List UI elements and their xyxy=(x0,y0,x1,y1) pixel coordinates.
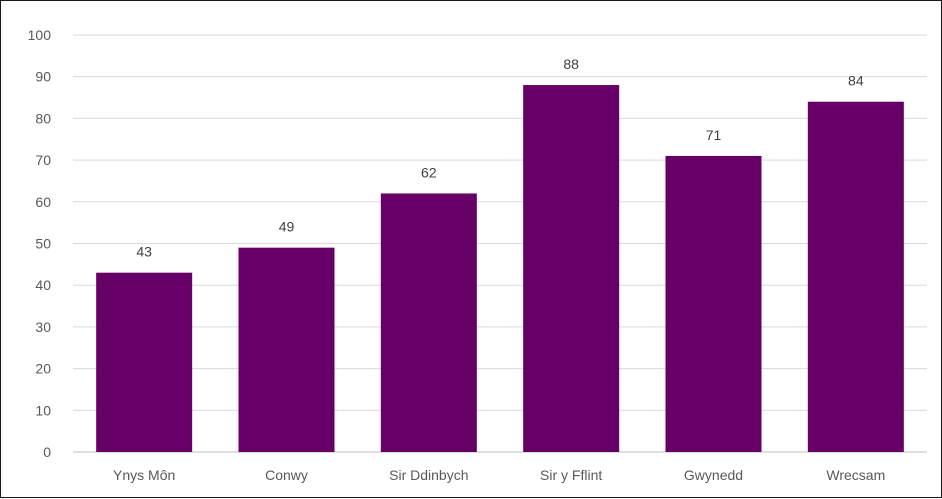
bar xyxy=(96,272,193,452)
data-labels: 43 49 62 88 71 84 xyxy=(136,56,863,260)
x-tick-label: Wrecsam xyxy=(826,467,885,483)
data-label: 43 xyxy=(136,244,152,260)
y-tick-label: 10 xyxy=(35,402,51,418)
y-tick-label: 60 xyxy=(35,194,51,210)
y-tick-label: 70 xyxy=(35,152,51,168)
y-tick-label: 80 xyxy=(35,110,51,126)
x-tick-label: Sir Ddinbych xyxy=(389,467,468,483)
bar xyxy=(380,193,477,452)
data-label: 62 xyxy=(421,164,437,180)
data-label: 84 xyxy=(848,73,864,89)
x-axis-ticks: Ynys Môn Conwy Sir Ddinbych Sir y Fflint Gwy… xyxy=(113,467,885,483)
x-tick-label: Gwynedd xyxy=(684,467,743,483)
x-tick-label: Ynys Môn xyxy=(113,467,175,483)
gridlines xyxy=(73,34,927,453)
y-tick-label: 40 xyxy=(35,277,51,293)
y-axis-ticks: 0 10 20 30 40 50 60 70 80 90 100 xyxy=(28,27,52,460)
bar xyxy=(807,101,904,452)
bar xyxy=(238,247,335,452)
y-tick-label: 0 xyxy=(43,444,51,460)
y-tick-label: 30 xyxy=(35,319,51,335)
bars xyxy=(96,85,904,452)
x-tick-label: Conwy xyxy=(265,467,308,483)
bar xyxy=(523,85,620,452)
data-label: 88 xyxy=(563,56,579,72)
y-tick-label: 90 xyxy=(35,69,51,85)
x-tick-label: Sir y Fflint xyxy=(540,467,602,483)
data-label: 49 xyxy=(279,219,295,235)
bar xyxy=(665,155,762,452)
y-tick-label: 100 xyxy=(28,27,52,43)
data-label: 71 xyxy=(706,127,722,143)
y-tick-label: 50 xyxy=(35,236,51,252)
y-tick-label: 20 xyxy=(35,361,51,377)
